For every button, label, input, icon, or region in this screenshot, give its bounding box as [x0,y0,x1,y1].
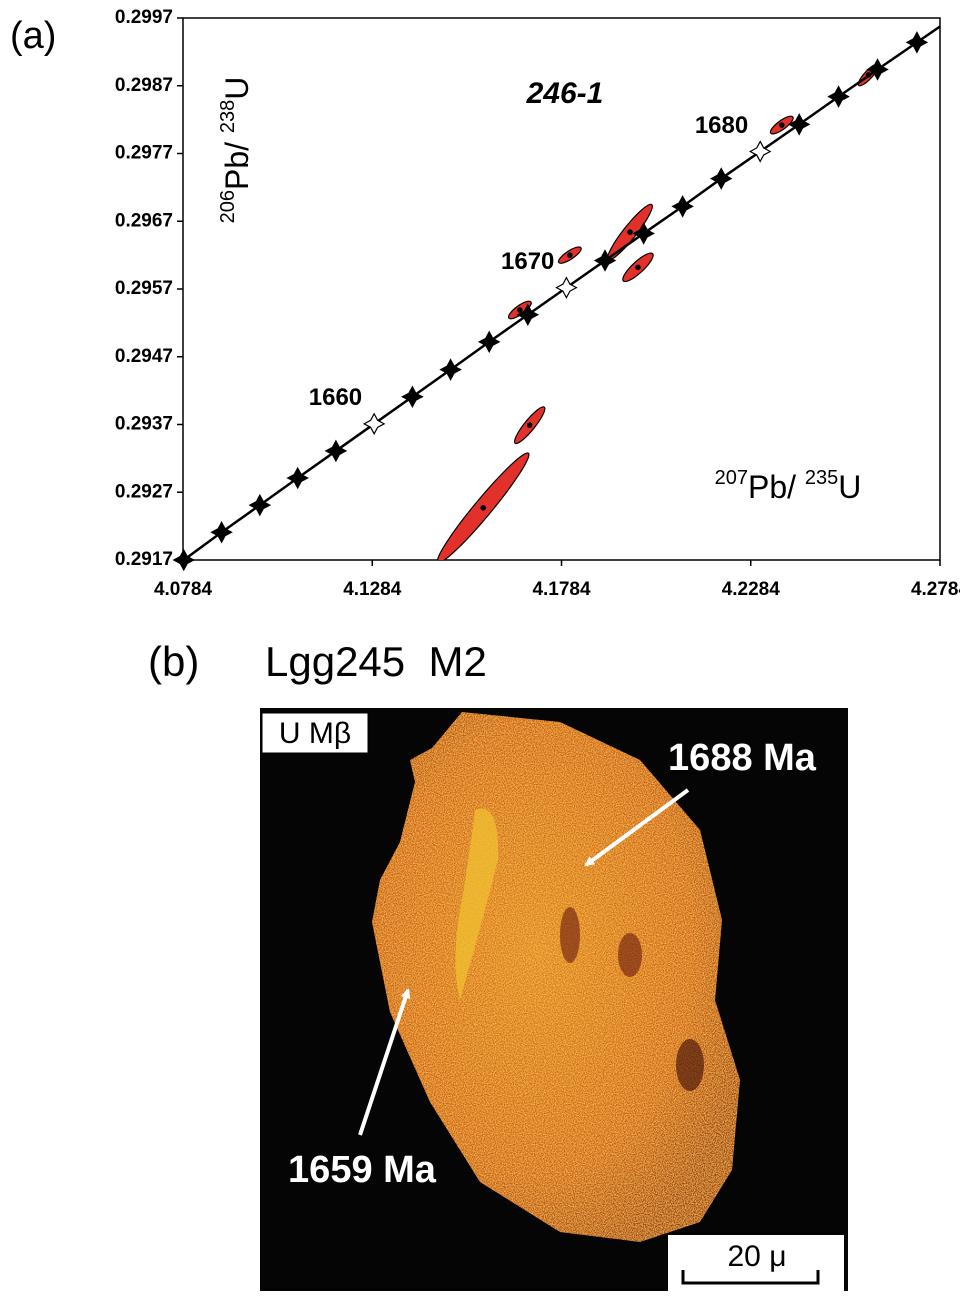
age-marker [632,222,655,245]
label-superscript: 206 [217,190,239,223]
age-label: 1670 [501,248,554,275]
label-superscript: 238 [217,100,239,133]
age-marker [172,548,196,572]
arrow [584,788,690,867]
y-tick-label: 0.2927 [115,481,173,502]
y-tick-label: 0.2917 [115,549,173,570]
y-tick-label: 0.2997 [115,7,173,28]
chart-title: 246-1 [526,77,604,110]
age-marker [709,167,733,190]
concordia-extension [916,24,940,44]
y-tick-label: 0.2977 [115,143,173,164]
x-axis-label: 207Pb/ 235U [715,467,862,505]
concordia-curve [183,41,918,560]
label-text: U [838,469,861,505]
scale-label: 20 μ [728,1240,787,1273]
age-marker [401,385,424,408]
ellipse-center [778,122,785,128]
y-axis-label: 206Pb/ 238U [217,77,255,224]
panel-title: Lgg245 M2 [265,638,487,685]
age-marker [516,303,540,327]
y-tick-label: 0.2947 [115,346,173,367]
label-superscript: 207 [715,467,748,489]
element-label: U Mβ [279,717,351,750]
age-marker-open [555,276,578,299]
age-marker-open [748,140,772,163]
age-marker-open [362,412,386,436]
scale-bar [681,1270,820,1285]
label-text: U [219,77,255,100]
panel-b: (b) Lgg245 M2 U Mβ 1688 Ma 1659 Ma 20 μ [148,638,848,1291]
panel-label: (a) [10,15,56,57]
y-tick-label: 0.2987 [115,75,173,96]
age-marker [286,466,309,490]
x-tick-label: 4.2784 [911,579,960,600]
age-marker [210,520,233,544]
y-tick-label: 0.2957 [115,278,173,299]
ellipse-center [517,307,523,313]
dark-zone [560,907,580,963]
arrow-label: 1659 Ma [288,1149,437,1191]
age-marker [671,195,694,218]
ellipse-center [567,252,573,258]
label-text: Pb/ [748,469,805,505]
grain [372,712,740,1242]
ellipse-center [627,229,633,235]
dark-zone [618,933,642,977]
arrow-label: 1688 Ma [668,737,817,779]
label-superscript: 235 [805,467,838,489]
ellipse-center [480,505,486,511]
label-text: Pb/ [219,133,255,190]
y-tick-label: 0.2937 [115,414,173,435]
x-tick-label: 4.0784 [154,579,213,600]
age-marker [439,358,462,381]
age-marker [827,85,850,108]
age-marker [905,31,929,54]
age-marker [248,493,272,517]
arrow [358,988,411,1136]
bright-zone [455,808,499,1000]
x-tick-label: 4.1784 [532,579,591,600]
plot-area: 1660 1670 1680 [172,24,940,572]
x-tick-label: 4.2284 [722,579,781,600]
x-tick-label: 4.1284 [343,579,402,600]
y-tick-label: 0.2967 [115,210,173,231]
age-label: 1680 [695,112,748,139]
age-label: 1660 [309,384,362,411]
age-marker [866,58,889,81]
element-box [261,712,369,754]
age-marker [324,439,348,463]
dark-zone [676,1039,704,1091]
age-marker [787,113,811,136]
ellipse-center [526,422,533,428]
age-marker [593,249,617,272]
age-marker [477,330,501,354]
ellipse-center [635,264,641,271]
panel-label: (b) [148,638,199,685]
